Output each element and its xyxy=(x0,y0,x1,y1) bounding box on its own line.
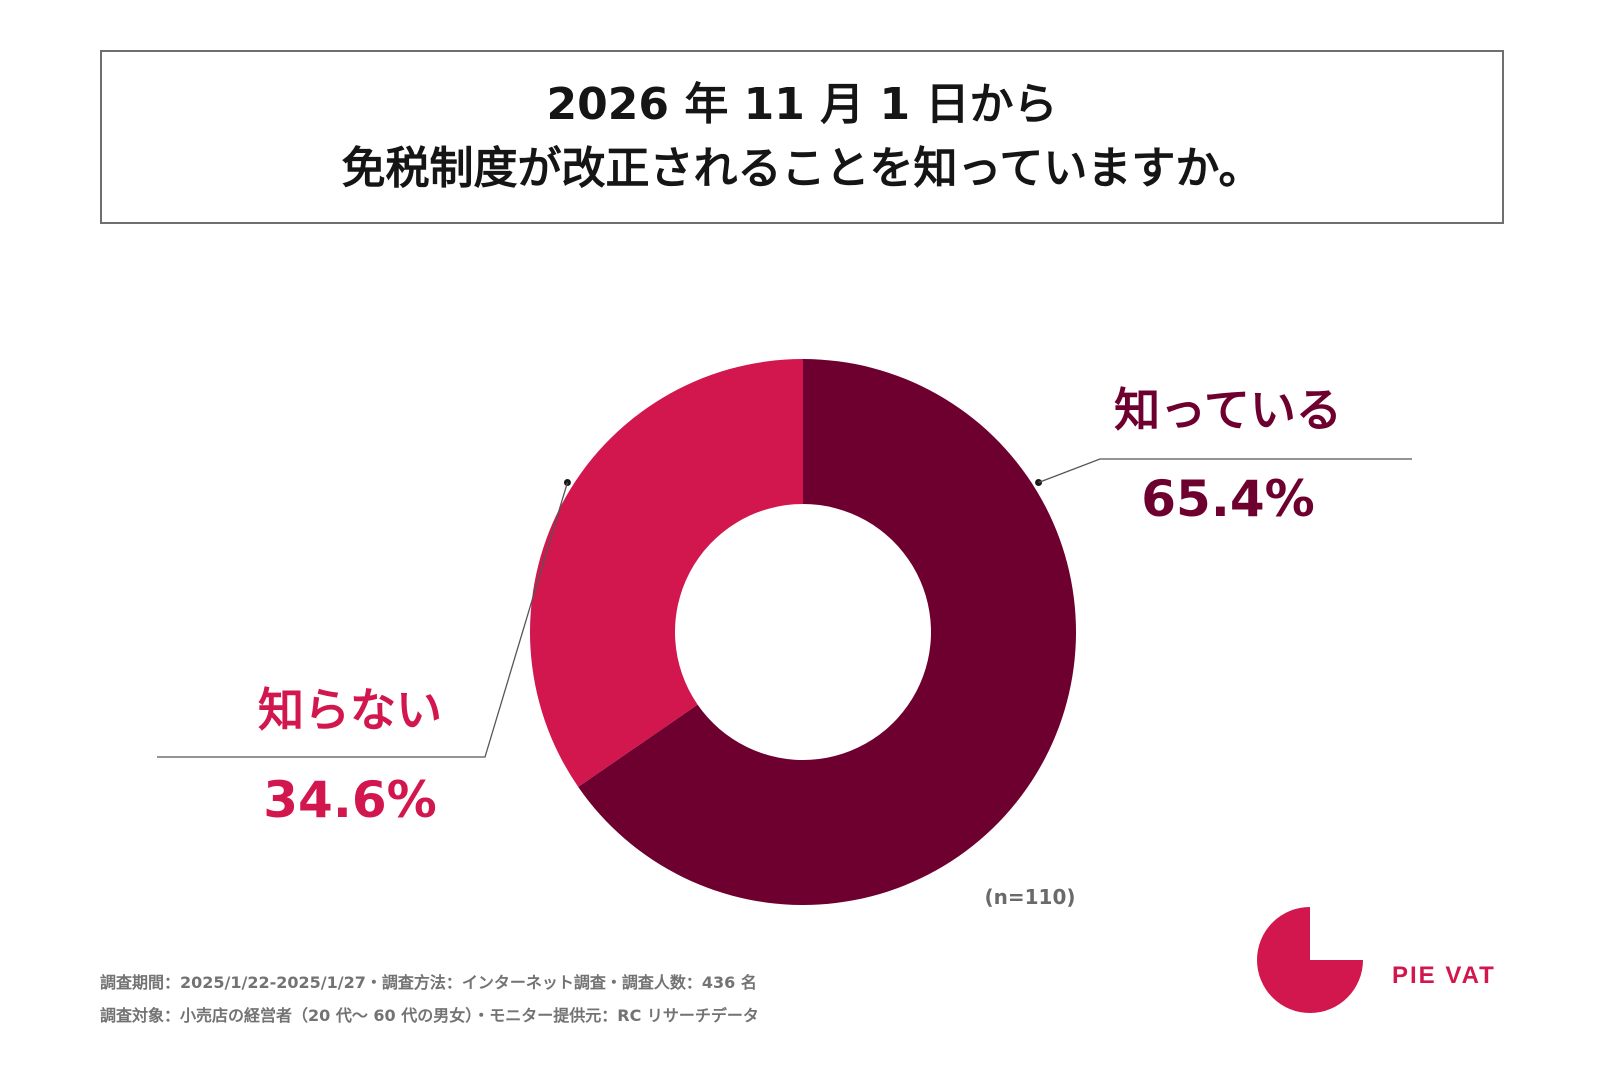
leader-line-1 xyxy=(1038,458,1412,484)
slice-1 xyxy=(578,359,1076,905)
survey-note-line-2: 調査対象：小売店の経営者（20 代～ 60 代の男女）・モニター提供元：RC リ… xyxy=(100,1006,759,1025)
leader-line-2 xyxy=(157,482,569,758)
title-line-2: 免税制度が改正されることを知っていますか。 xyxy=(341,143,1263,194)
survey-note-line-1: 調査期間：2025/1/22-2025/1/27・調査方法：インターネット調査・… xyxy=(100,973,757,992)
logo-text: PIE VAT xyxy=(1392,962,1496,989)
logo-shape xyxy=(1257,907,1363,1013)
title-line-1: 2026 年 11 月 1 日から xyxy=(546,79,1058,130)
slice-2 xyxy=(530,359,803,787)
category-label-2: 知らない xyxy=(258,683,442,737)
category-label-1: 知っている xyxy=(1114,383,1342,437)
sample-size-note: (n=110) xyxy=(984,885,1075,909)
pie-vat-logo-icon xyxy=(1257,907,1363,1013)
value-label-1: 65.4% xyxy=(1141,470,1314,528)
value-label-2: 34.6% xyxy=(263,771,436,829)
title-box: 2026 年 11 月 1 日から 免税制度が改正されることを知っていますか。 xyxy=(100,50,1504,224)
